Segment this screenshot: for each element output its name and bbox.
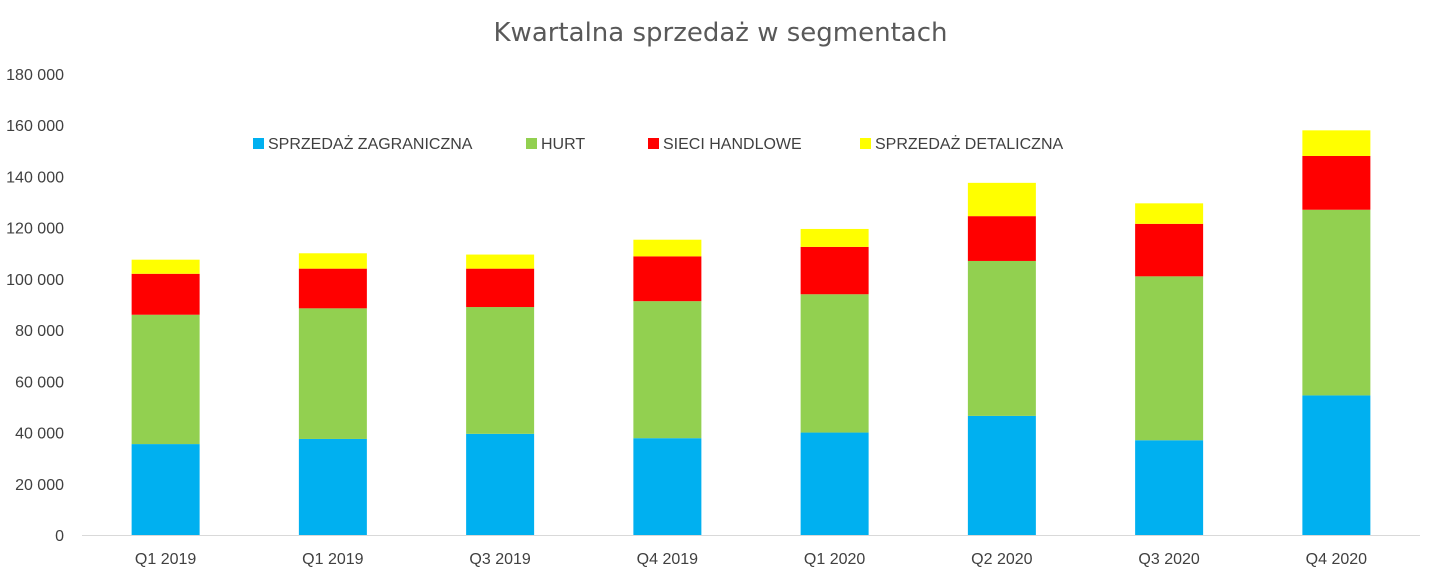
bar-segment [298, 438, 367, 535]
bar-segment [298, 308, 367, 439]
bar-segment [466, 268, 535, 308]
y-tick-label: 40 000 [15, 426, 64, 443]
legend-label: SPRZEDAŻ ZAGRANICZNA [268, 134, 473, 153]
legend-label: SPRZEDAŻ DETALICZNA [875, 134, 1064, 153]
y-axis-labels: 0 20 000 40 000 60 000 80 000 100 000 120 000 1… [6, 67, 64, 545]
bar-segment [967, 260, 1036, 416]
bar-segment [633, 438, 702, 535]
bar-segment [466, 254, 535, 269]
legend-label: HURT [541, 136, 585, 153]
y-tick-label: 100 000 [6, 272, 64, 289]
bar-segment [800, 246, 869, 295]
x-tick-label: Q2 2020 [971, 551, 1032, 568]
x-tick-label: Q1 2020 [804, 551, 865, 568]
bars [131, 130, 1371, 535]
bar-segment [131, 314, 200, 445]
legend-swatch [253, 138, 264, 149]
y-tick-label: 180 000 [6, 67, 64, 84]
y-tick-label: 140 000 [6, 169, 64, 186]
x-tick-label: Q1 2019 [302, 551, 363, 568]
x-tick-label: Q1 2019 [135, 551, 196, 568]
y-tick-label: 20 000 [15, 477, 64, 494]
bar-segment [1302, 395, 1371, 535]
bar-segment [1135, 440, 1204, 535]
y-tick-label: 80 000 [15, 323, 64, 340]
bar-segment [1135, 276, 1204, 441]
x-tick-label: Q3 2019 [469, 551, 530, 568]
bar-segment [131, 444, 200, 535]
x-tick-label: Q4 2020 [1306, 551, 1367, 568]
chart-title: Kwartalna sprzedaż w segmentach [493, 18, 948, 48]
x-axis-labels: Q1 2019 Q1 2019 Q3 2019 Q4 2019 Q1 2020 Q2 20… [135, 551, 1367, 568]
legend-swatch [860, 138, 871, 149]
bar-segment [800, 294, 869, 433]
bar-segment [633, 239, 702, 257]
bar-segment [1302, 130, 1371, 156]
legend: SPRZEDAŻ ZAGRANICZNA HURT SIECI HANDLOWE SP… [253, 134, 1064, 153]
bar-segment [1135, 203, 1204, 224]
x-tick-label: Q3 2020 [1138, 551, 1199, 568]
bar-segment [633, 256, 702, 302]
bar-segment [633, 301, 702, 439]
bar-segment [466, 433, 535, 535]
bar-segment [1302, 155, 1371, 210]
bar-segment [298, 253, 367, 269]
bar-segment [800, 228, 869, 247]
y-tick-label: 120 000 [6, 221, 64, 238]
y-tick-label: 60 000 [15, 374, 64, 391]
bar-segment [131, 273, 200, 315]
legend-swatch [526, 138, 537, 149]
bar-segment [298, 268, 367, 309]
bar-segment [131, 259, 200, 274]
bar-segment [800, 432, 869, 535]
legend-label: SIECI HANDLOWE [663, 136, 802, 153]
bar-segment [967, 415, 1036, 535]
bar-segment [1302, 209, 1371, 396]
y-tick-label: 0 [55, 528, 64, 545]
x-tick-label: Q4 2019 [637, 551, 698, 568]
legend-swatch [648, 138, 659, 149]
bar-segment [1135, 223, 1204, 277]
y-tick-label: 160 000 [6, 118, 64, 135]
bar-segment [466, 307, 535, 434]
bar-segment [967, 182, 1036, 217]
bar-segment [967, 216, 1036, 261]
